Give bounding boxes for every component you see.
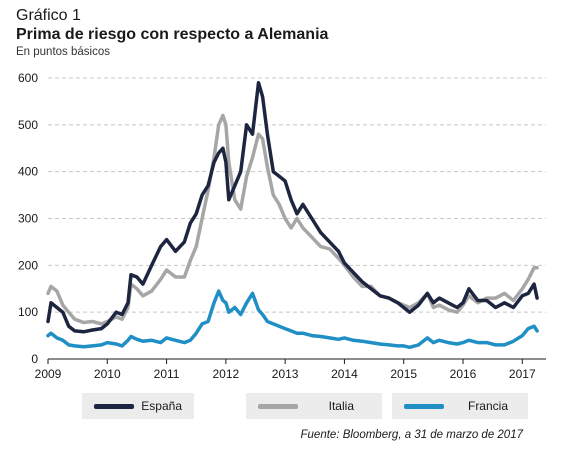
x-tick-label: 2015	[390, 367, 417, 381]
legend-swatch-francia	[404, 404, 444, 409]
legend-item-francia: Francia	[392, 393, 528, 419]
x-tick-label: 2016	[450, 367, 477, 381]
legend-swatch-espana	[94, 404, 134, 409]
series-lines	[46, 80, 539, 350]
series-line-francia	[46, 289, 539, 350]
series-line-espana	[46, 80, 539, 334]
series-line-italia	[46, 113, 539, 326]
y-tick-label: 300	[18, 212, 38, 226]
y-tick-label: 500	[18, 118, 38, 132]
y-tick-labels: 0 100 200 300 400 500 600	[18, 71, 38, 366]
legend-swatch-italia	[258, 404, 298, 409]
x-tick-label: 2011	[154, 367, 180, 381]
chart-header: Gráfico 1 Prima de riesgo con respecto a…	[16, 6, 328, 60]
legend-label-italia: Italia	[328, 399, 354, 413]
x-tick-label: 2017	[509, 367, 536, 381]
y-tick-label: 200	[18, 258, 38, 272]
chart-subtitle: En puntos básicos	[16, 46, 110, 58]
x-tick-label: 2009	[35, 367, 62, 381]
y-tick-label: 100	[18, 305, 38, 319]
legend-label-espana: España	[141, 399, 182, 413]
grid-lines	[48, 77, 546, 313]
x-tick-label: 2013	[272, 367, 299, 381]
source-note: Fuente: Bloomberg, a 31 de marzo de 2017	[300, 429, 523, 441]
x-tick-label: 2010	[94, 367, 121, 381]
y-tick-label: 0	[31, 352, 38, 366]
legend-label-francia: Francia	[467, 399, 508, 413]
legend-item-espana: España	[82, 393, 194, 419]
x-tick-label: 2014	[331, 367, 358, 381]
y-tick-label: 600	[18, 71, 38, 85]
x-tick-label: 2012	[213, 367, 240, 381]
chart-kicker: Gráfico 1	[16, 7, 81, 24]
x-axis: 2009 2010 2011 2012 2013 2014 2015 2016 2017	[35, 358, 546, 381]
legend-item-italia: Italia	[246, 393, 382, 419]
y-tick-label: 400	[18, 165, 38, 179]
chart-title: Prima de riesgo con respecto a Alemania	[16, 26, 329, 43]
